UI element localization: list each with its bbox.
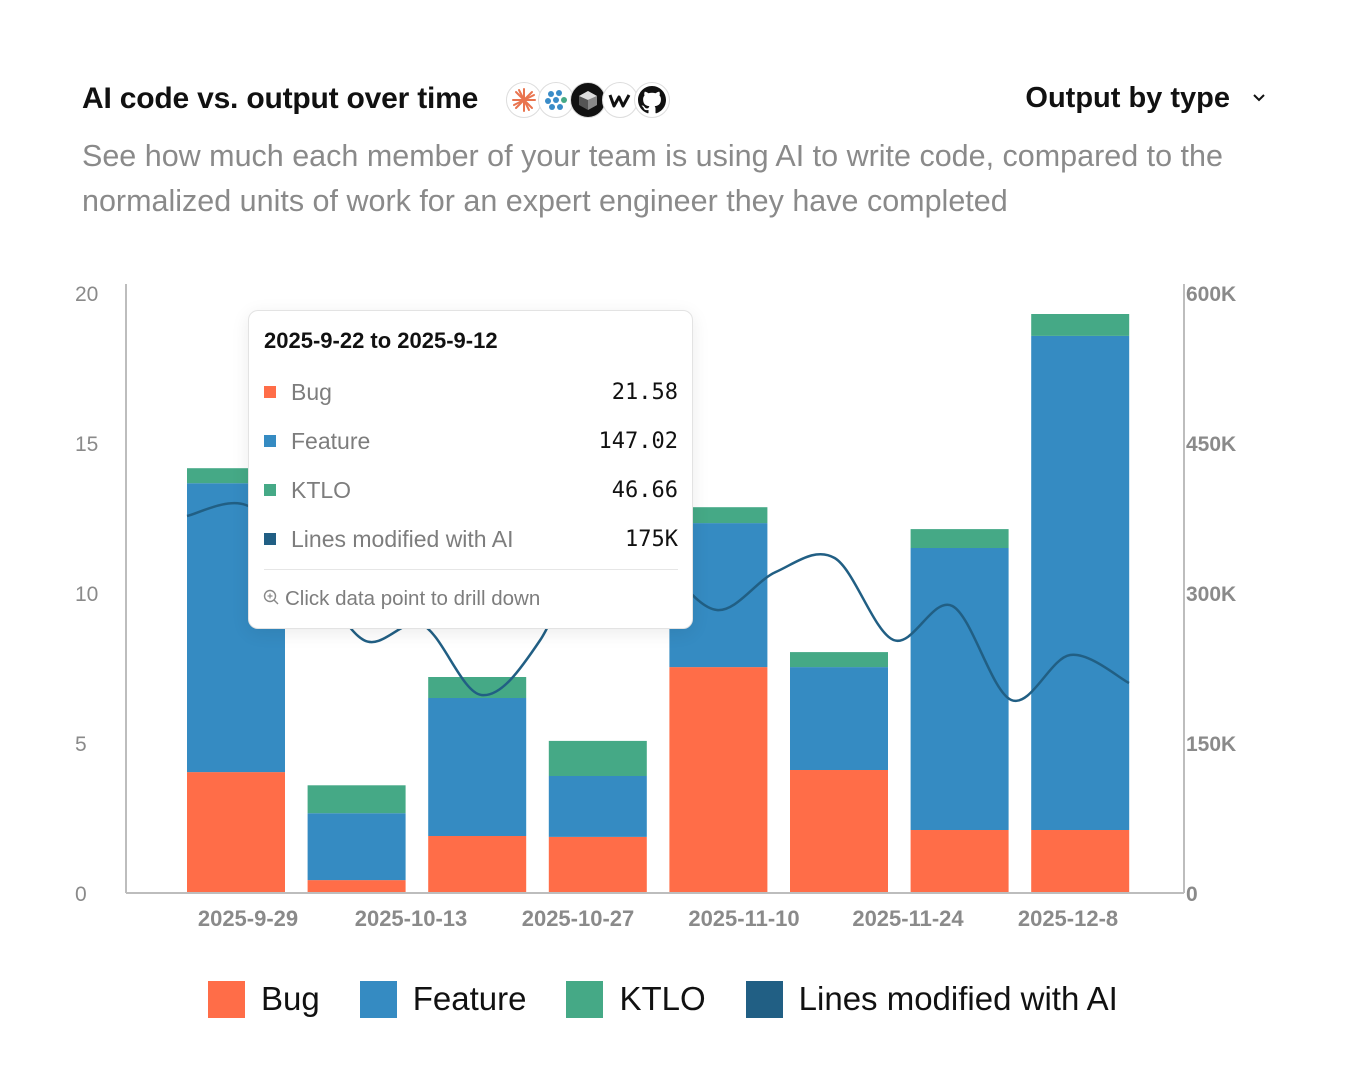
bar-bug[interactable] — [669, 667, 768, 893]
legend-item-bug[interactable]: Bug — [208, 980, 320, 1018]
legend-label: KTLO — [619, 980, 706, 1017]
x-tick-label: 2025-10-27 — [522, 906, 635, 931]
cluster-icon — [538, 82, 574, 118]
bar-bug[interactable] — [548, 836, 647, 893]
output-type-dropdown[interactable]: Output by type — [1025, 82, 1266, 115]
tooltip-footer-text: Click data point to drill down — [285, 587, 541, 610]
claude-icon — [506, 82, 542, 118]
bar-bug[interactable] — [428, 836, 527, 893]
bar-ktlo[interactable] — [910, 529, 1009, 548]
chart-title: AI code vs. output over time — [82, 82, 479, 115]
bar-ktlo[interactable] — [307, 785, 406, 814]
legend-swatch — [745, 980, 783, 1018]
cursor-icon — [570, 82, 606, 118]
y-left-tick-label: 20 — [75, 283, 98, 306]
tooltip-row-bug: Bug 21.58 — [264, 377, 678, 407]
tooltip-title: 2025-9-22 to 2025-9-12 — [264, 328, 498, 353]
bar-ktlo[interactable] — [669, 507, 768, 524]
chart-canvas[interactable]: 0 5 10 15 20 0 150K 300K 450K 600K 2025-9-29 2025-1… — [0, 0, 1350, 960]
bar-feature[interactable] — [790, 667, 888, 770]
tooltip-label: Feature — [291, 427, 371, 454]
dropdown-label: Output by type — [1025, 82, 1230, 114]
x-tick-label: 2025-12-8 — [1018, 906, 1118, 931]
bug-swatch — [264, 386, 276, 398]
legend-label: Feature — [412, 980, 527, 1017]
tooltip-label: KTLO — [291, 476, 352, 503]
bar-feature[interactable] — [1031, 335, 1130, 830]
github-icon — [634, 82, 670, 118]
tooltip-footer: Click data point to drill down — [263, 587, 540, 611]
y-right-tick-label: 450K — [1186, 433, 1236, 456]
tooltip-row-ktlo: KTLO 46.66 — [264, 475, 678, 505]
tooltip-value: 21.58 — [611, 379, 678, 405]
bar-feature[interactable] — [910, 548, 1009, 830]
bar-bug[interactable] — [1031, 830, 1130, 893]
lines-swatch — [264, 533, 276, 545]
bar-bug[interactable] — [187, 772, 285, 893]
bar-ktlo[interactable] — [790, 652, 888, 668]
tooltip-label: Bug — [291, 378, 332, 405]
legend-item-feature[interactable]: Feature — [359, 980, 527, 1018]
y-left-tick-label: 5 — [75, 733, 87, 756]
bar-feature[interactable] — [548, 776, 647, 837]
legend-swatch — [566, 980, 604, 1018]
legend-swatch — [208, 980, 245, 1018]
bar-bug[interactable] — [307, 880, 406, 893]
ai-tool-icons — [506, 82, 670, 120]
legend-label: Lines modified with AI — [798, 980, 1118, 1017]
y-right-tick-label: 600K — [1186, 283, 1236, 306]
tooltip-row-feature: Feature 147.02 — [264, 426, 678, 456]
tooltip-value: 46.66 — [611, 477, 678, 503]
tooltip-row-lines: Lines modified with AI 175K — [264, 524, 678, 554]
chart-tooltip: 2025-9-22 to 2025-9-12 Bug 21.58 Feature… — [248, 310, 693, 629]
x-tick-label: 2025-11-24 — [852, 906, 964, 931]
y-right-tick-label: 0 — [1186, 883, 1198, 906]
chart-description: See how much each member of your team is… — [82, 139, 1223, 218]
legend-item-ktlo[interactable]: KTLO — [566, 980, 706, 1018]
tooltip-divider — [264, 569, 678, 570]
y-right-tick-label: 150K — [1186, 733, 1236, 756]
bar-ktlo[interactable] — [548, 740, 647, 776]
y-left-tick-label: 0 — [75, 883, 87, 906]
zoom-in-icon — [263, 587, 279, 611]
y-left-tick-label: 15 — [75, 433, 98, 456]
bar-ktlo[interactable] — [1031, 314, 1130, 336]
bar-bug[interactable] — [910, 830, 1009, 893]
tooltip-label: Lines modified with AI — [291, 525, 514, 552]
legend-label: Bug — [261, 980, 320, 1017]
bar-ktlo[interactable] — [428, 677, 527, 698]
y-left-tick-label: 10 — [75, 583, 98, 606]
legend-item-lines[interactable]: Lines modified with AI — [745, 980, 1118, 1018]
chart-legend: Bug Feature KTLO Lines modified with AI — [208, 980, 1158, 1018]
y-right-tick-label: 300K — [1186, 583, 1236, 606]
x-tick-label: 2025-10-13 — [355, 906, 468, 931]
x-tick-label: 2025-9-29 — [198, 906, 298, 931]
ktlo-swatch — [264, 484, 276, 496]
x-tick-label: 2025-11-10 — [688, 906, 799, 931]
bar-feature[interactable] — [428, 698, 527, 836]
bar-feature[interactable] — [307, 813, 406, 881]
tooltip-value: 175K — [625, 526, 678, 552]
chevron-down-icon — [1252, 90, 1266, 108]
legend-swatch — [359, 980, 397, 1018]
tooltip-value: 147.02 — [598, 428, 678, 454]
bar-bug[interactable] — [790, 770, 888, 893]
feature-swatch — [264, 435, 276, 447]
